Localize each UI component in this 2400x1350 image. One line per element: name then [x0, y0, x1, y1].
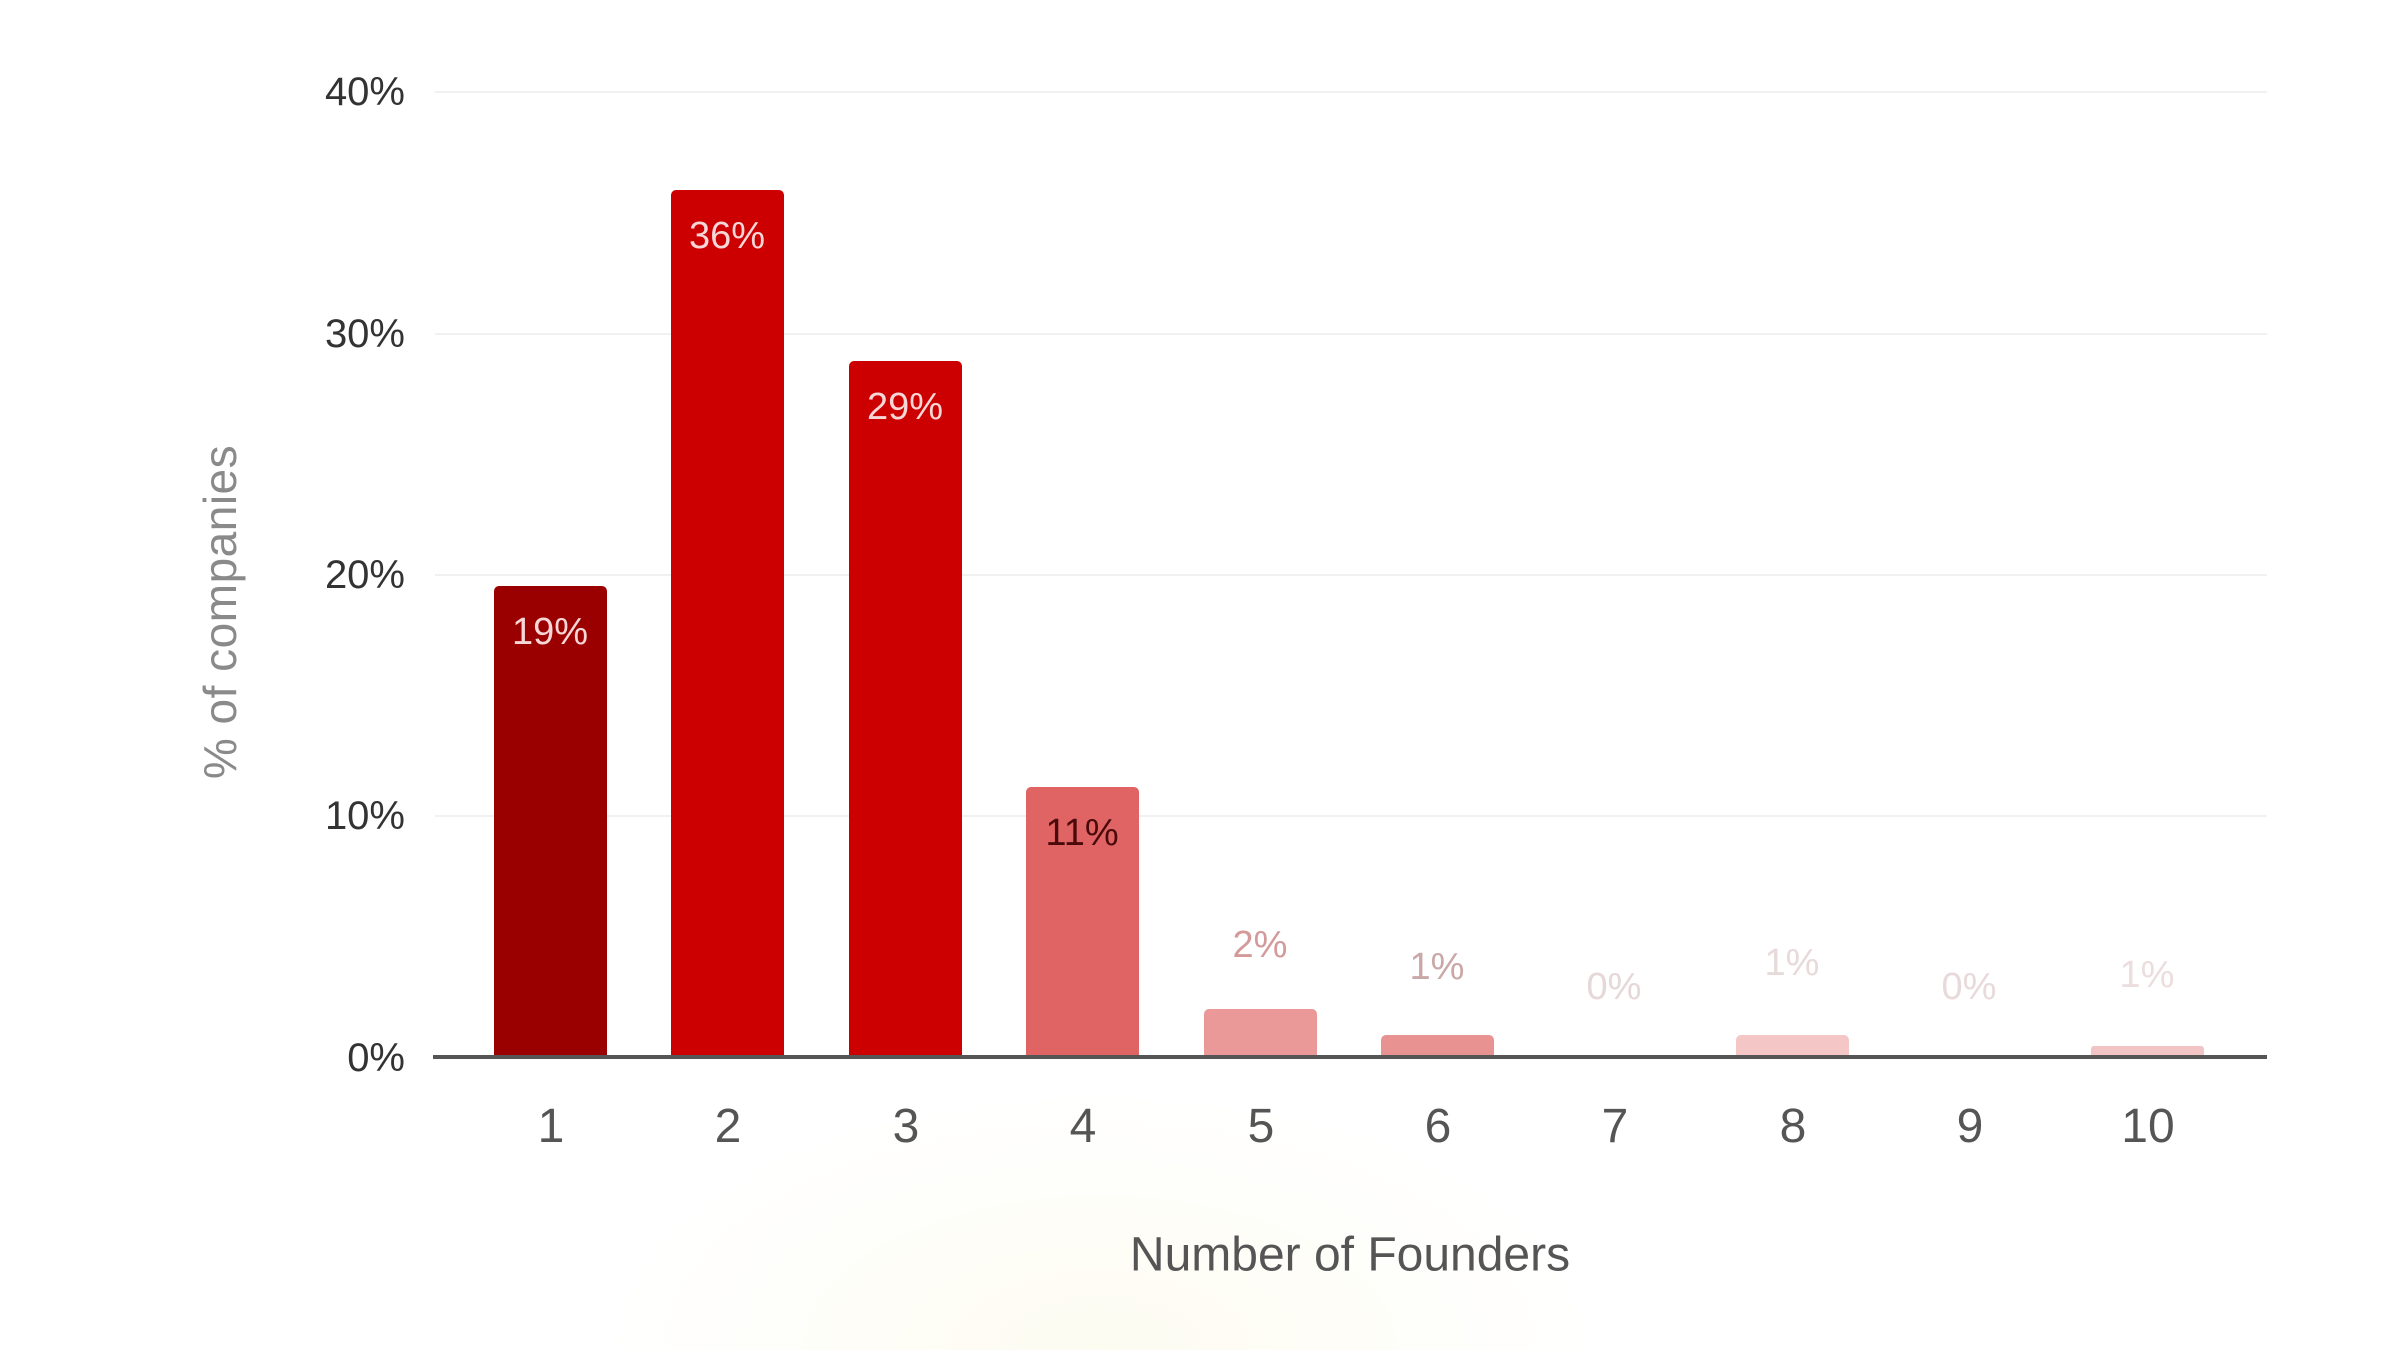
bar-value-label: 1% [1409, 946, 1465, 988]
y-tick-0: 0% [347, 1036, 405, 1080]
x-tick-9: 9 [1956, 1100, 1984, 1153]
bar-3 [849, 361, 962, 1057]
y-tick-10: 10% [324, 794, 405, 838]
bar-value-label: 19% [511, 611, 589, 653]
x-axis-line [433, 1055, 2267, 1059]
gridline-40 [435, 91, 2267, 93]
bar-6 [1381, 1035, 1494, 1057]
bar-value-label: 36% [688, 215, 766, 257]
bar-value-label: 2% [1232, 924, 1288, 966]
bar-value-label: 1% [2119, 954, 2175, 996]
bar-8 [1736, 1035, 1849, 1057]
gridline-10 [435, 815, 2267, 817]
gridline-30 [435, 333, 2267, 335]
x-tick-8: 8 [1779, 1100, 1807, 1153]
bar-5 [1204, 1009, 1317, 1057]
x-tick-2: 2 [714, 1100, 742, 1153]
x-tick-10: 10 [2121, 1100, 2175, 1153]
y-tick-30: 30% [324, 312, 405, 356]
y-tick-20: 20% [324, 553, 405, 597]
bar-10 [2091, 1046, 2204, 1057]
x-tick-1: 1 [537, 1100, 565, 1153]
bar-value-label: 0% [1941, 966, 1997, 1008]
bar-value-label: 29% [866, 386, 944, 428]
bar-value-label: 1% [1764, 942, 1820, 984]
y-axis-title: % of companies [194, 444, 246, 780]
bar-4 [1026, 787, 1139, 1057]
x-tick-5: 5 [1247, 1100, 1275, 1153]
bar-value-label: 11% [1045, 812, 1119, 854]
x-tick-4: 4 [1069, 1100, 1097, 1153]
x-tick-6: 6 [1424, 1100, 1452, 1153]
bar-2 [671, 190, 784, 1057]
x-tick-7: 7 [1601, 1100, 1629, 1153]
bar-value-label: 0% [1586, 966, 1642, 1008]
x-axis-title: Number of Founders [1129, 1228, 1571, 1282]
bar-1 [494, 586, 607, 1057]
y-tick-40: 40% [324, 70, 405, 114]
gridline-20 [435, 574, 2267, 576]
x-tick-3: 3 [892, 1100, 920, 1153]
